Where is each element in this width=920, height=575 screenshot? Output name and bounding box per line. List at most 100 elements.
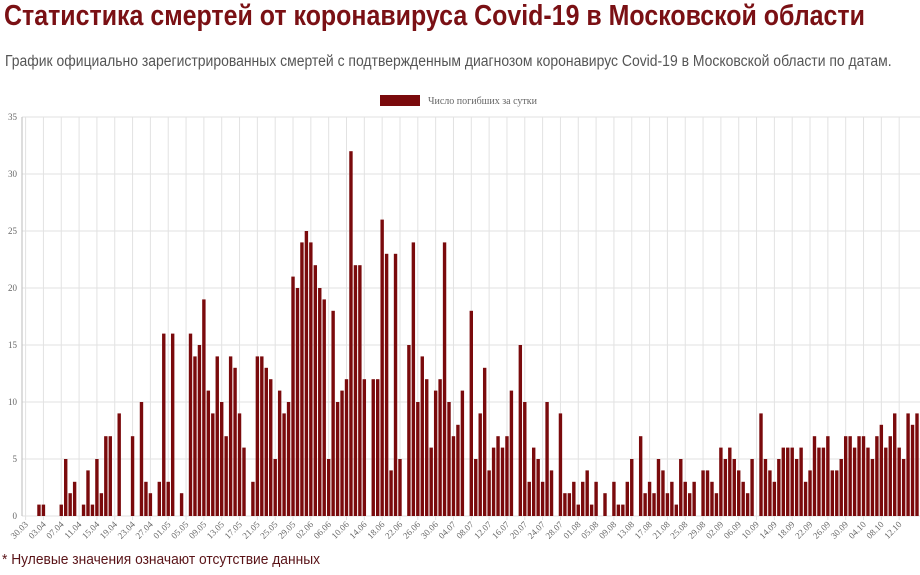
bar[interactable] <box>661 470 665 516</box>
bar[interactable] <box>835 470 839 516</box>
bar[interactable] <box>545 402 549 516</box>
bar[interactable] <box>701 470 705 516</box>
bar[interactable] <box>786 447 790 516</box>
bar[interactable] <box>358 265 362 516</box>
bar[interactable] <box>563 493 567 516</box>
bar[interactable] <box>741 481 745 516</box>
bar[interactable] <box>817 447 821 516</box>
bar[interactable] <box>197 345 202 516</box>
bar[interactable] <box>652 493 656 516</box>
bar[interactable] <box>130 436 135 516</box>
bar[interactable] <box>589 504 594 516</box>
bar[interactable] <box>376 379 380 516</box>
bar[interactable] <box>781 447 785 516</box>
bar[interactable] <box>104 436 108 516</box>
bar[interactable] <box>144 481 148 516</box>
bar[interactable] <box>518 345 523 516</box>
bar[interactable] <box>291 276 295 516</box>
bar[interactable] <box>108 436 112 516</box>
bar[interactable] <box>179 493 184 516</box>
bar[interactable] <box>487 470 491 516</box>
bar[interactable] <box>304 231 309 516</box>
bar[interactable] <box>64 459 68 516</box>
bar[interactable] <box>728 447 732 516</box>
bar[interactable] <box>843 436 848 516</box>
bar[interactable] <box>576 504 580 516</box>
bar[interactable] <box>340 390 344 516</box>
bar[interactable] <box>215 356 219 516</box>
bar[interactable] <box>117 413 121 516</box>
bar[interactable] <box>148 493 153 516</box>
bar[interactable] <box>803 481 808 516</box>
bar[interactable] <box>852 447 857 516</box>
bar[interactable] <box>558 413 563 516</box>
bar[interactable] <box>380 219 384 516</box>
bar[interactable] <box>737 470 741 516</box>
bar[interactable] <box>674 504 679 516</box>
bar[interactable] <box>799 447 803 516</box>
bar[interactable] <box>594 481 598 516</box>
bar[interactable] <box>425 379 429 516</box>
legend[interactable]: Число погибших за сутки <box>380 95 538 107</box>
bar[interactable] <box>826 436 830 516</box>
bar[interactable] <box>260 356 264 516</box>
bar[interactable] <box>416 402 420 516</box>
bar[interactable] <box>188 333 193 516</box>
bar[interactable] <box>37 504 41 516</box>
bar[interactable] <box>474 459 478 516</box>
bar[interactable] <box>768 470 772 516</box>
bar[interactable] <box>638 436 643 516</box>
bar[interactable] <box>139 402 144 516</box>
bar[interactable] <box>211 413 215 516</box>
bar[interactable] <box>861 436 866 516</box>
bar[interactable] <box>286 402 291 516</box>
bar[interactable] <box>273 459 277 516</box>
bar[interactable] <box>269 379 273 516</box>
bar[interactable] <box>906 413 910 516</box>
bar[interactable] <box>482 367 487 516</box>
bar[interactable] <box>384 253 389 517</box>
bar[interactable] <box>687 493 692 516</box>
bar[interactable] <box>68 493 72 516</box>
bar[interactable] <box>893 413 897 516</box>
bar[interactable] <box>670 481 674 516</box>
bar[interactable] <box>679 459 683 516</box>
bar[interactable] <box>469 310 473 516</box>
bar[interactable] <box>616 504 621 516</box>
bar[interactable] <box>790 447 794 516</box>
bar[interactable] <box>335 402 340 516</box>
bar[interactable] <box>81 504 86 516</box>
bar[interactable] <box>438 379 442 516</box>
bar[interactable] <box>420 356 424 516</box>
bar[interactable] <box>630 459 634 516</box>
bar[interactable] <box>264 367 268 516</box>
bar[interactable] <box>228 356 233 516</box>
bar[interactable] <box>692 481 696 516</box>
bar[interactable] <box>777 459 781 516</box>
bar[interactable] <box>705 470 710 516</box>
bar[interactable] <box>888 436 892 516</box>
bar[interactable] <box>344 379 349 516</box>
bar[interactable] <box>901 459 906 516</box>
bar[interactable] <box>300 242 304 516</box>
bar[interactable] <box>812 436 817 516</box>
bar[interactable] <box>491 447 496 516</box>
bar[interactable] <box>206 390 211 516</box>
bar[interactable] <box>162 333 166 516</box>
bar[interactable] <box>72 481 77 516</box>
bar[interactable] <box>772 481 777 516</box>
bar[interactable] <box>95 459 99 516</box>
bar[interactable] <box>714 493 719 516</box>
bar[interactable] <box>732 459 736 516</box>
bar[interactable] <box>884 447 888 516</box>
bar[interactable] <box>866 447 870 516</box>
bar[interactable] <box>202 299 206 516</box>
bar[interactable] <box>433 390 438 516</box>
bar[interactable] <box>581 481 585 516</box>
bar[interactable] <box>429 447 433 516</box>
bar[interactable] <box>59 504 63 516</box>
bar[interactable] <box>86 470 90 516</box>
bar[interactable] <box>166 481 170 516</box>
bar[interactable] <box>478 413 482 516</box>
bar[interactable] <box>745 493 750 516</box>
